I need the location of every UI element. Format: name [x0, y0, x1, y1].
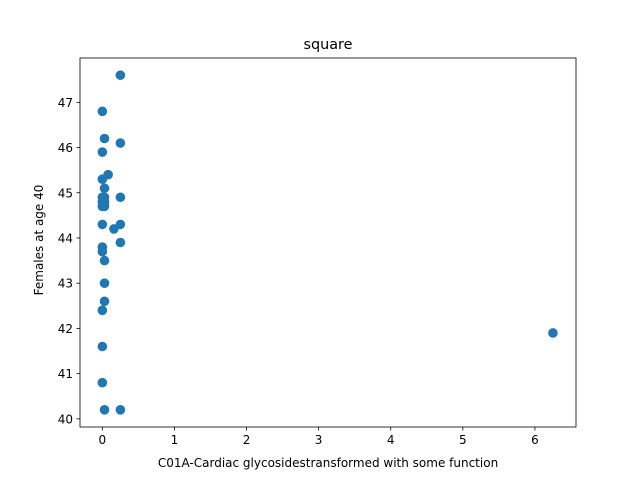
x-axis-label: C01A-Cardiac glycosidestransformed with …	[158, 456, 498, 470]
data-point	[99, 201, 110, 212]
data-point	[115, 192, 126, 203]
data-point	[99, 255, 110, 266]
x-tick-label: 0	[99, 433, 107, 447]
y-tick-label: 46	[58, 141, 73, 155]
data-point	[97, 219, 108, 230]
data-point	[548, 328, 558, 338]
y-axis-label: Females at age 40	[32, 185, 46, 296]
data-point	[97, 305, 108, 316]
x-axis: 0 1 2 3 4 5 6	[99, 427, 539, 447]
chart-title: square	[303, 37, 352, 53]
x-tick-label: 4	[387, 433, 395, 447]
data-point	[97, 246, 108, 257]
data-point	[99, 183, 110, 194]
data-point	[97, 106, 108, 117]
data-points	[97, 70, 558, 415]
x-tick-label: 2	[243, 433, 251, 447]
data-point	[115, 405, 126, 415]
data-point	[109, 224, 119, 234]
y-tick-label: 45	[58, 186, 73, 200]
data-point	[97, 147, 108, 157]
x-tick-label: 1	[171, 433, 179, 447]
data-point	[99, 133, 110, 144]
data-point	[99, 405, 110, 415]
y-tick-label: 44	[58, 231, 73, 245]
axes-frame	[79, 57, 577, 428]
y-axis: 40 41 42 43 44 45 46 47	[58, 96, 80, 426]
data-point	[115, 237, 126, 248]
y-tick-label: 40	[58, 412, 73, 426]
data-point	[115, 70, 126, 80]
data-point	[97, 377, 108, 388]
x-tick-label: 5	[459, 433, 467, 447]
x-tick-label: 3	[315, 433, 323, 447]
y-tick-label: 43	[58, 277, 73, 291]
data-point	[99, 296, 110, 307]
data-point	[115, 138, 126, 148]
x-tick-label: 6	[531, 433, 539, 447]
y-tick-label: 41	[58, 367, 73, 381]
y-tick-label: 47	[58, 96, 73, 110]
data-point	[97, 341, 108, 352]
y-tick-label: 42	[58, 322, 73, 336]
data-point	[97, 174, 108, 184]
data-point	[99, 278, 110, 288]
